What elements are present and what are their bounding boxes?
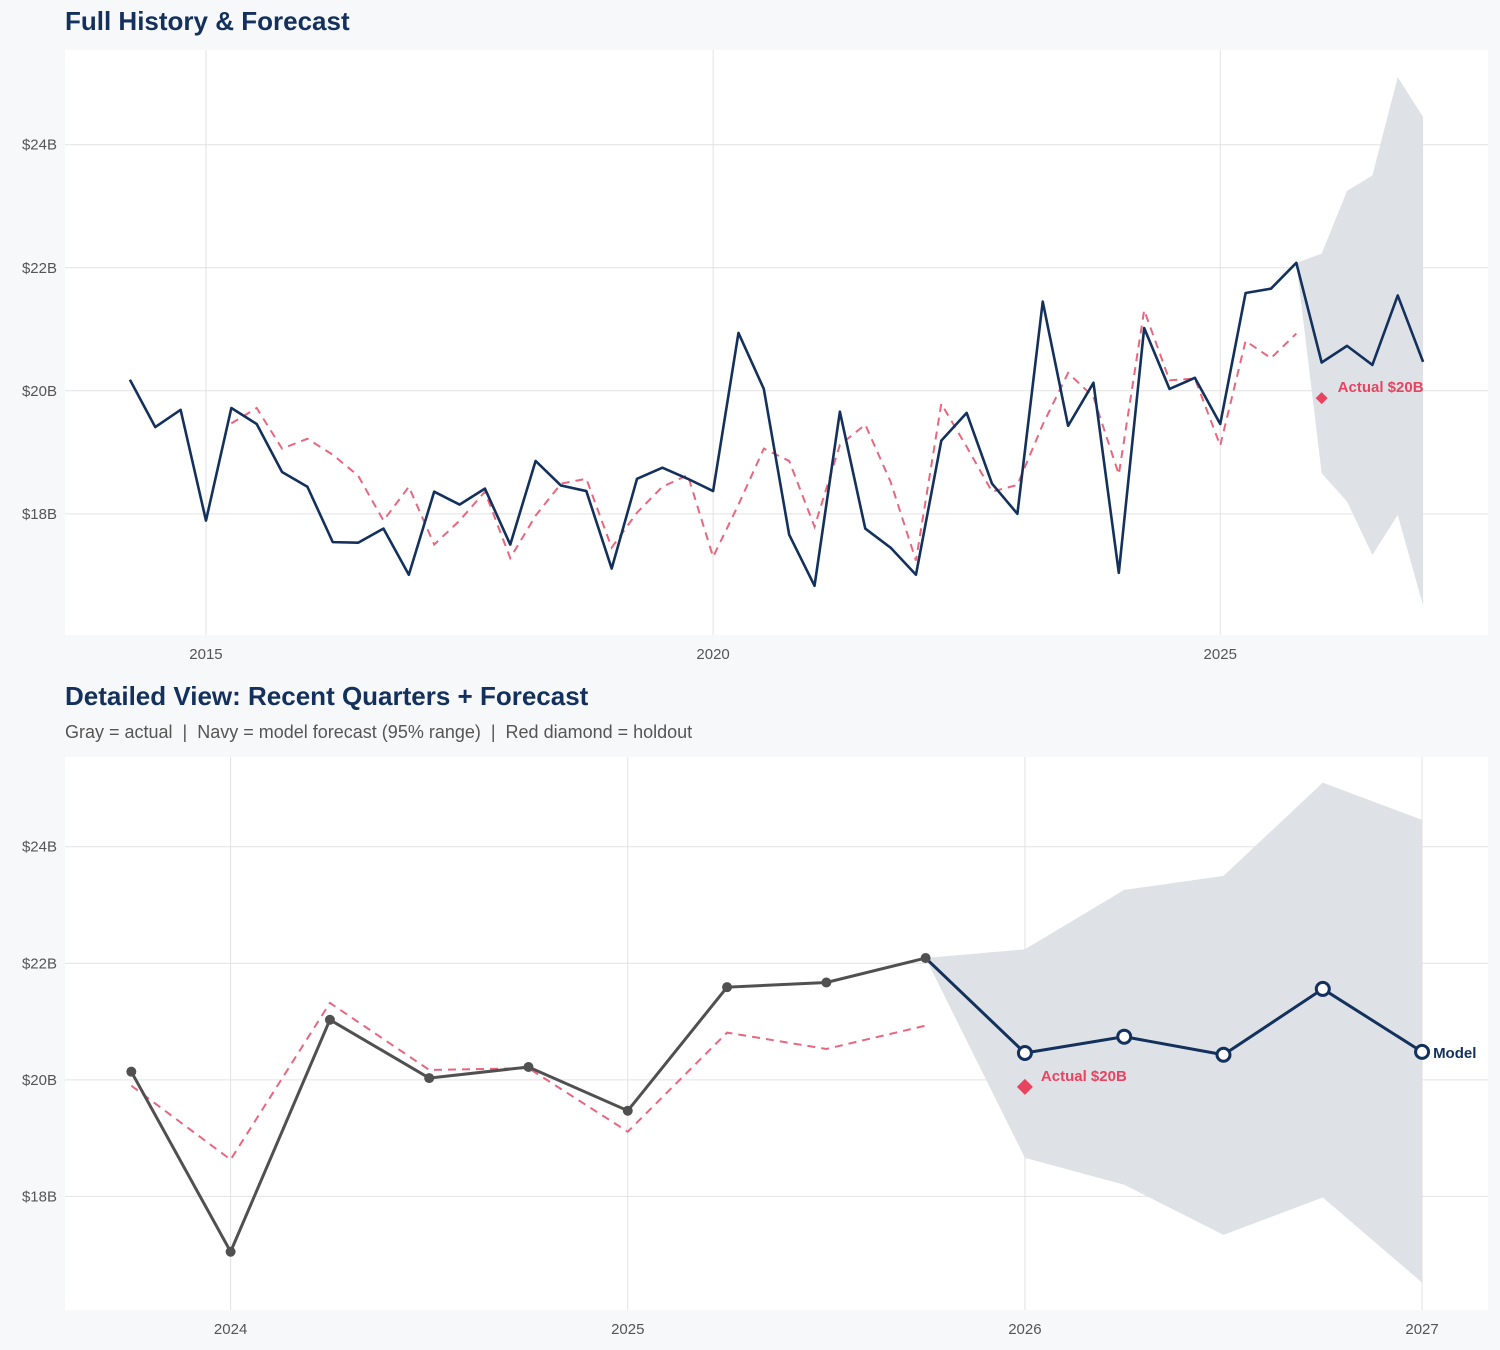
bottom-chart-subtitle: Gray = actual | Navy = model forecast (9…	[65, 722, 693, 742]
bottom-actual-point	[523, 1062, 534, 1073]
top-plot-area	[65, 50, 1488, 635]
top-y-tick-label: $22B	[22, 260, 57, 277]
bottom-forecast-point	[1116, 1028, 1133, 1045]
bottom-actual-point	[126, 1066, 137, 1077]
top-forecast-band	[1296, 77, 1424, 606]
top-x-tick-label: 2025	[1204, 646, 1237, 663]
bottom-forecast-point	[1215, 1046, 1232, 1063]
bottom-fitted-line	[130, 1001, 926, 1162]
bottom-actual-point	[821, 977, 832, 988]
bottom-actual-point	[225, 1246, 236, 1257]
bottom-model-label: Model	[1433, 1045, 1476, 1062]
bottom-forecast-point	[1016, 1045, 1033, 1062]
bottom-actual-point	[920, 953, 931, 964]
bottom-forecast-point	[1314, 980, 1331, 997]
top-y-tick-label: $24B	[22, 137, 57, 154]
top-holdout-diamond	[1315, 392, 1328, 405]
bottom-actual-point	[622, 1105, 633, 1116]
bottom-chart-title: Detailed View: Recent Quarters + Forecas…	[65, 681, 589, 711]
bottom-actual-point	[424, 1073, 435, 1084]
top-holdout-label: Actual $20B	[1338, 379, 1424, 396]
bottom-forecast-band	[925, 782, 1423, 1283]
top-x-tick-label: 2015	[189, 646, 222, 663]
top-fitted-line	[230, 309, 1298, 561]
bottom-actual-point	[324, 1014, 335, 1025]
bottom-holdout-diamond	[1016, 1078, 1033, 1095]
bottom-actual-point	[722, 982, 733, 993]
bottom-holdout-label: Actual $20B	[1041, 1068, 1127, 1085]
bottom-y-tick-label: $18B	[22, 1188, 57, 1205]
top-chart: $18B $20B $22B $24B 2015 2020 2025 Actual $20B	[22, 50, 1488, 663]
bottom-y-tick-label: $22B	[22, 955, 57, 972]
bottom-y-tick-label: $20B	[22, 1072, 57, 1089]
top-actual-forecast-line	[128, 261, 1425, 588]
bottom-x-tick-label: 2024	[214, 1321, 247, 1338]
top-y-tick-label: $20B	[22, 383, 57, 400]
bottom-x-tick-label: 2026	[1008, 1321, 1041, 1338]
bottom-x-tick-label: 2025	[611, 1321, 644, 1338]
bottom-y-tick-label: $24B	[22, 839, 57, 856]
top-y-tick-label: $18B	[22, 506, 57, 523]
bottom-forecast-point	[1414, 1043, 1431, 1060]
bottom-chart: $18B $20B $22B $24B 2024 2025 2026 2027 Model Act…	[22, 757, 1488, 1338]
top-chart-title: Full History & Forecast	[65, 6, 350, 36]
bottom-forecast-line	[924, 956, 1423, 1057]
bottom-x-tick-label: 2027	[1405, 1321, 1438, 1338]
top-x-tick-label: 2020	[696, 646, 729, 663]
